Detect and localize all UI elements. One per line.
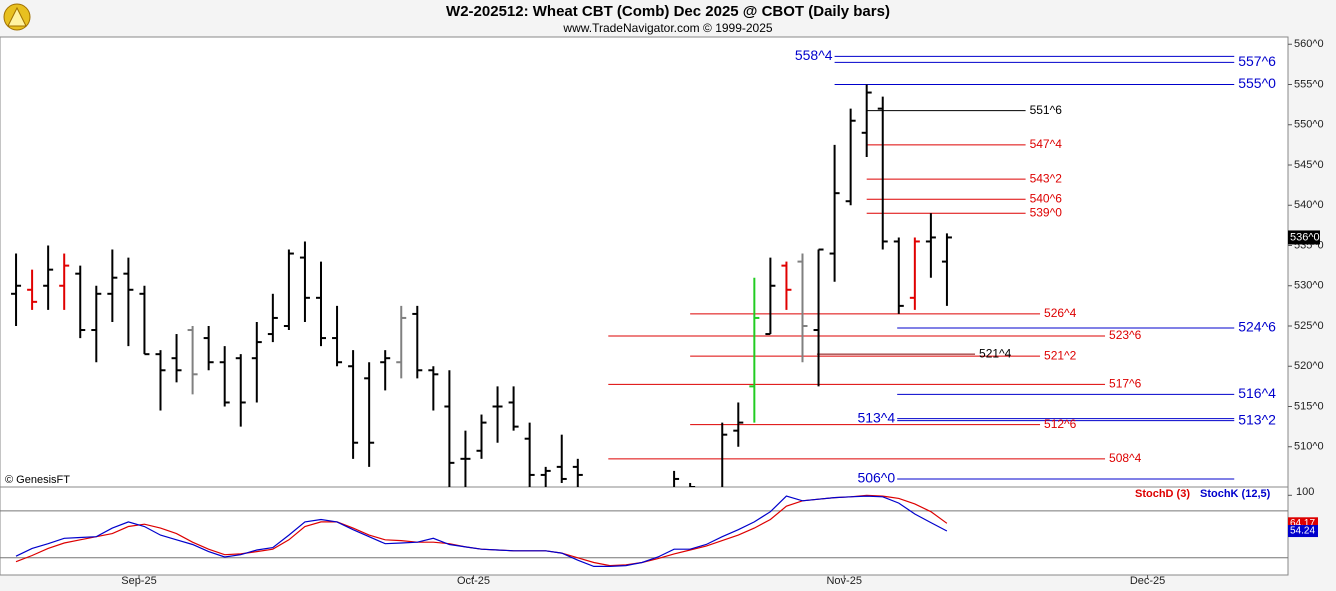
y-tick-label: 555^0 (1294, 78, 1324, 90)
level-label: 547^4 (1030, 137, 1063, 151)
level-label: 513^2 (1238, 411, 1276, 427)
x-tick-label: Nov-25 (826, 575, 861, 587)
chart-title: W2-202512: Wheat CBT (Comb) Dec 2025 @ C… (446, 3, 890, 20)
x-tick-label: Dec-25 (1130, 575, 1165, 587)
plot-area (0, 36, 1289, 576)
y-tick-label: 560^0 (1294, 38, 1324, 50)
level-label: 557^6 (1238, 53, 1276, 69)
last-price-box (1288, 230, 1320, 245)
y-tick-label: 530^0 (1294, 280, 1324, 292)
x-tick-label: Sep-25 (121, 575, 156, 587)
level-label: 558^4 (795, 47, 833, 63)
stoch-line (15, 495, 948, 567)
level-label: 516^4 (1238, 385, 1276, 401)
level-label: 512^6 (1044, 417, 1077, 431)
level-label: 521^2 (1044, 348, 1077, 362)
level-label: 526^4 (1044, 306, 1077, 320)
level-label: 555^0 (1238, 75, 1276, 91)
chart-subtitle: www.TradeNavigator.com © 1999-2025 (562, 21, 772, 35)
level-label: 521^4 (979, 346, 1012, 360)
level-label: 513^4 (857, 409, 895, 425)
last-value-box (1288, 525, 1318, 538)
y-tick-label: 545^0 (1294, 159, 1324, 171)
level-label: 506^0 (857, 470, 895, 486)
last-value-label: 54.24 (1290, 526, 1315, 537)
level-label: 540^6 (1030, 191, 1063, 205)
y-tick-label: 100 (1296, 486, 1314, 498)
legend-entry: StochK (12,5) (1200, 488, 1271, 500)
logo (3, 3, 31, 31)
level-label: 523^6 (1109, 328, 1142, 342)
y-tick-label: 525^0 (1294, 320, 1324, 332)
x-tick-label: Oct-25 (457, 575, 490, 587)
y-tick-label: 540^0 (1294, 199, 1324, 211)
last-value-label: 64.17 (1290, 518, 1315, 529)
legend-entry: StochD (3) (1135, 488, 1190, 500)
level-label: 551^6 (1030, 103, 1063, 117)
last-price-label: 536^0 (1290, 231, 1320, 243)
level-label: 517^6 (1109, 377, 1142, 391)
level-label: 524^6 (1238, 319, 1276, 335)
y-tick-label: 515^0 (1294, 400, 1324, 412)
level-label: 543^2 (1030, 171, 1063, 185)
level-label: 508^4 (1109, 451, 1142, 465)
y-tick-label: 510^0 (1294, 441, 1324, 453)
y-tick-label: 550^0 (1294, 119, 1324, 131)
y-tick-label: 520^0 (1294, 360, 1324, 372)
level-label: 539^0 (1030, 205, 1063, 219)
copyright: © GenesisFT (5, 474, 70, 486)
